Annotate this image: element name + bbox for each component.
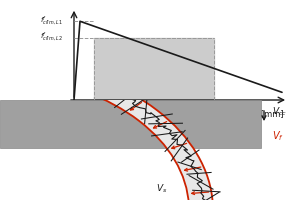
Polygon shape: [94, 38, 214, 100]
Polygon shape: [20, 60, 213, 200]
Text: Δl [mm]: Δl [mm]: [250, 109, 284, 118]
Text: $V_s$: $V_s$: [156, 183, 167, 195]
Text: $V_{cc}$: $V_{cc}$: [272, 106, 286, 118]
Text: $V_f$: $V_f$: [272, 129, 284, 143]
Text: $f^f_{cflm,L2}$: $f^f_{cflm,L2}$: [40, 31, 63, 44]
Text: 3,5: 3,5: [207, 110, 220, 119]
Bar: [0, 100, 261, 148]
Text: 0,5: 0,5: [87, 110, 101, 119]
Text: $f^f_{cflm,L1}$: $f^f_{cflm,L1}$: [40, 15, 63, 28]
